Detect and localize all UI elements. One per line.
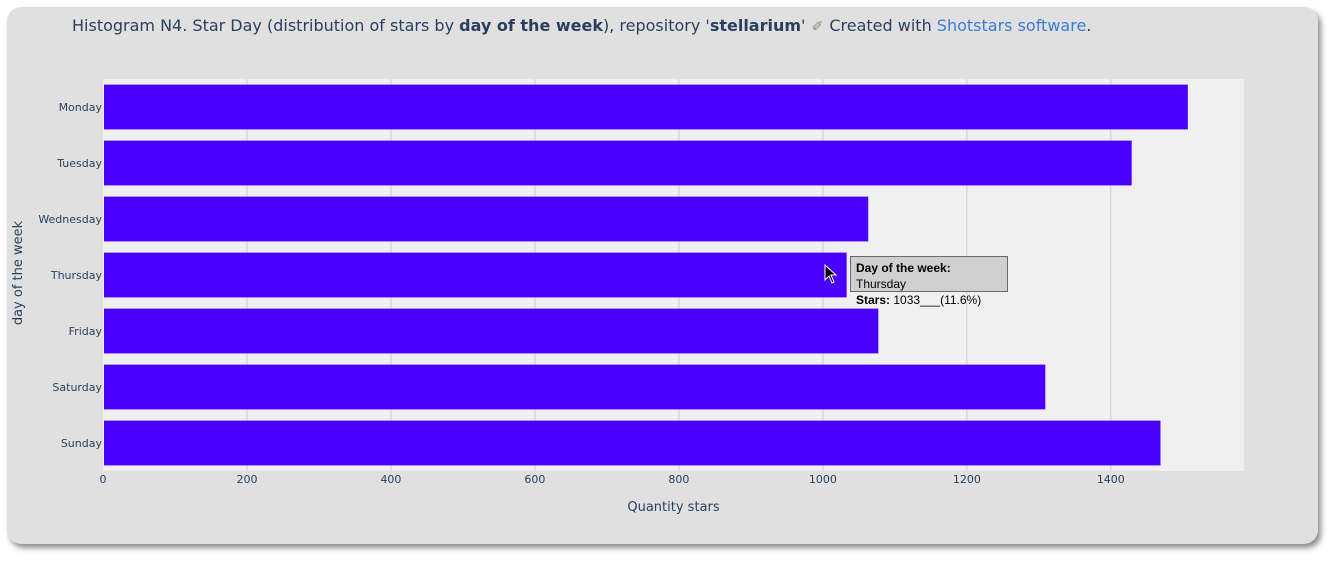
y-tick-label-friday: Friday <box>69 325 103 338</box>
y-tick-label-thursday: Thursday <box>50 269 103 282</box>
y-tick-labels: Monday Tuesday Wednesday Thursday Friday Satu… <box>38 101 102 450</box>
shotstars-link[interactable]: Shotstars software <box>936 16 1087 35</box>
title-bold-repository: stellarium <box>709 16 802 35</box>
y-tick-label-monday: Monday <box>59 101 103 114</box>
tooltip-day-value: Thursday <box>856 277 907 291</box>
bar-thursday[interactable] <box>104 252 847 298</box>
title-suffix: ' <box>801 16 811 35</box>
x-tick-labels: 0 200 400 600 800 1000 1200 1400 <box>100 473 1125 486</box>
hover-tooltip: Day of the week: Thursday Stars: 1033___… <box>850 256 1008 307</box>
x-tick-label: 1000 <box>809 473 837 486</box>
y-tick-label-wednesday: Wednesday <box>38 213 102 226</box>
x-tick-label: 600 <box>524 473 545 486</box>
x-tick-label: 1200 <box>953 473 981 486</box>
y-tick-label-sunday: Sunday <box>61 437 103 450</box>
x-tick-label: 800 <box>668 473 689 486</box>
x-tick-label: 1400 <box>1097 473 1125 486</box>
tooltip-stars-label: Stars: <box>856 293 891 307</box>
tooltip-stars-value: 1033___(11.6%) <box>893 293 982 307</box>
bar-friday[interactable] <box>104 308 879 354</box>
bar-sunday[interactable] <box>104 420 1161 466</box>
title-bold-dimension: day of the week <box>459 16 603 35</box>
y-tick-label-saturday: Saturday <box>52 381 102 394</box>
title-prefix: Histogram N4. Star Day (distribution of … <box>72 16 460 35</box>
bar-saturday[interactable] <box>104 364 1046 410</box>
bar-monday[interactable] <box>104 84 1188 130</box>
y-tick-label-tuesday: Tuesday <box>56 157 102 170</box>
tooltip-day-label: Day of the week: <box>856 261 951 275</box>
bars <box>104 84 1188 466</box>
x-tick-label: 200 <box>236 473 257 486</box>
chart-title: Histogram N4. Star Day (distribution of … <box>72 16 1091 35</box>
title-created: Created with <box>824 16 937 35</box>
title-end: . <box>1086 16 1092 35</box>
y-axis-label: day of the week <box>11 220 26 325</box>
bar-tuesday[interactable] <box>104 140 1132 186</box>
mouse-cursor-icon <box>824 264 838 284</box>
x-axis-label: Quantity stars <box>627 500 719 515</box>
x-tick-label: 0 <box>100 473 107 486</box>
pencil-icon: ✐ <box>811 19 824 35</box>
x-tick-label: 400 <box>380 473 401 486</box>
title-middle: ), repository ' <box>603 16 710 35</box>
bar-wednesday[interactable] <box>104 196 869 242</box>
